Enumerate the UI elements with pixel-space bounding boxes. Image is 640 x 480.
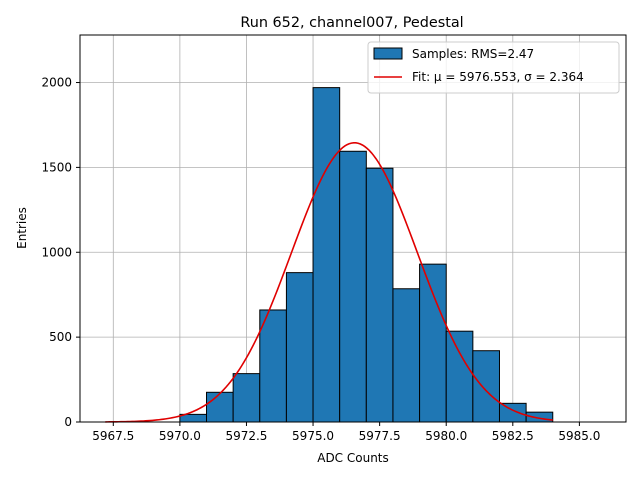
- y-axis-title: Entries: [15, 207, 29, 249]
- histogram-bar-12: [498, 402, 527, 423]
- x-tick-label-1: 5970.0: [159, 429, 201, 443]
- histogram-bar-3: [259, 309, 287, 423]
- histogram-bar-6: [339, 150, 367, 423]
- legend-label-samples: Samples: RMS=2.47: [412, 47, 534, 61]
- histogram-bar-11: [472, 350, 500, 423]
- plot-frame: [79, 34, 627, 423]
- legend: Samples: RMS=2.47 Fit: μ = 5976.553, σ =…: [367, 41, 620, 94]
- legend-swatch-samples: [373, 47, 403, 60]
- legend-label-fit: Fit: μ = 5976.553, σ = 2.364: [412, 70, 584, 84]
- x-tick-label-6: 5982.5: [492, 429, 534, 443]
- x-tick-label-2: 5972.5: [225, 429, 267, 443]
- x-axis-ticks: 5967.5 5970.0 5972.5 5975.0 5977.5 5980.0 5982…: [92, 422, 600, 443]
- y-tick-label-4: 2000: [41, 76, 72, 90]
- histogram-bar-9: [419, 263, 447, 423]
- y-tick-label-0: 0: [64, 415, 72, 429]
- legend-box: [367, 41, 620, 94]
- histogram-bar-1: [206, 391, 234, 423]
- y-tick-label-2: 1000: [41, 245, 72, 259]
- x-axis-title: ADC Counts: [317, 451, 389, 465]
- histogram-bar-2: [232, 373, 261, 423]
- fit-curve-line: [105, 141, 553, 423]
- chart-title: Run 652, channel007, Pedestal: [240, 15, 463, 31]
- histogram-bar-7: [365, 167, 394, 423]
- y-tick-label-3: 1500: [41, 160, 72, 174]
- histogram-bar-10: [445, 330, 474, 423]
- y-axis-ticks: 0 500 1000 1500 2000: [41, 76, 80, 429]
- histogram-bars: [179, 87, 554, 423]
- x-tick-label-5: 5980.0: [425, 429, 467, 443]
- histogram-bar-8: [392, 288, 421, 423]
- histogram-bar-4: [285, 272, 314, 423]
- x-tick-label-0: 5967.5: [92, 429, 134, 443]
- x-tick-label-4: 5977.5: [359, 429, 401, 443]
- y-tick-label-1: 500: [49, 330, 72, 344]
- x-tick-label-7: 5985.0: [558, 429, 600, 443]
- histogram-bar-5: [312, 87, 341, 423]
- x-tick-label-3: 5975.0: [292, 429, 334, 443]
